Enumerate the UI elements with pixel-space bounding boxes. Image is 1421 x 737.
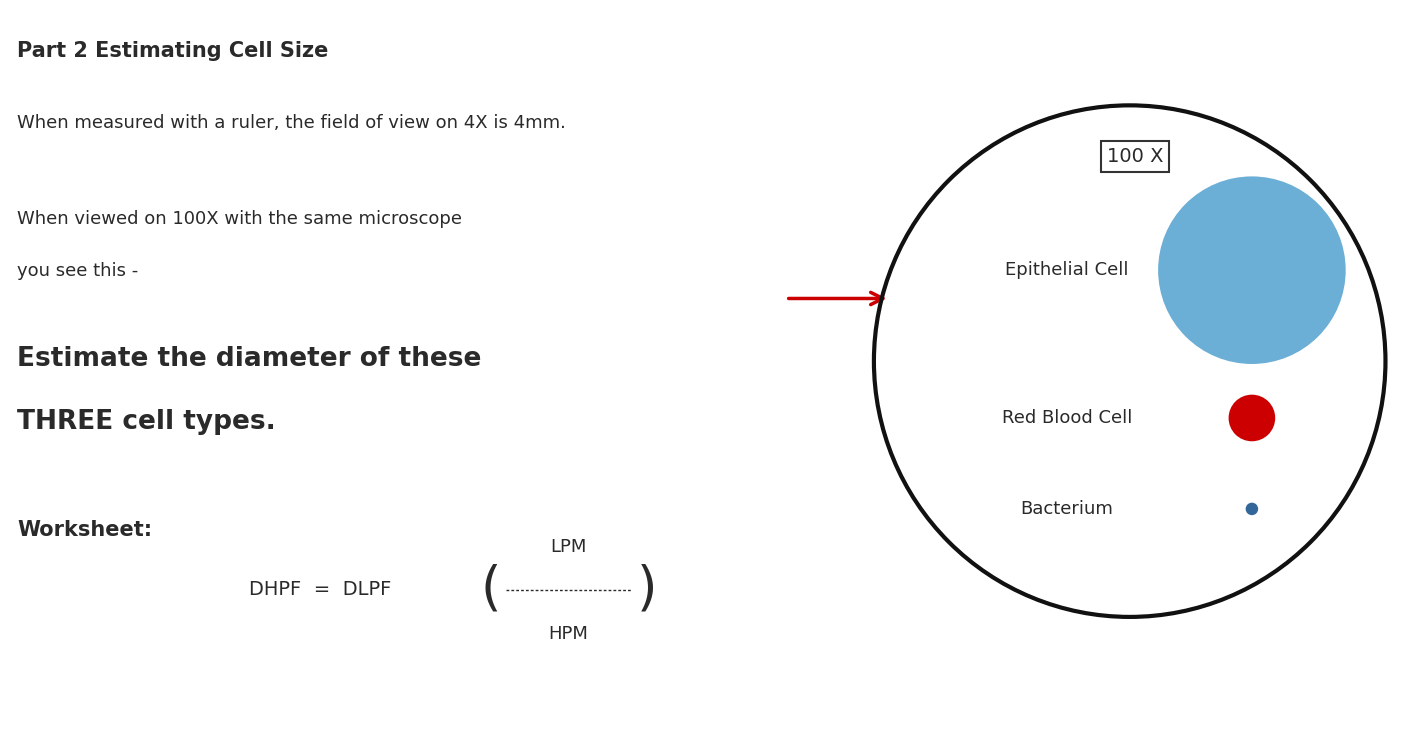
Text: Red Blood Cell: Red Blood Cell — [1002, 409, 1133, 427]
Text: THREE cell types.: THREE cell types. — [17, 409, 276, 435]
Text: When viewed on 100X with the same microscope: When viewed on 100X with the same micros… — [17, 210, 462, 228]
Text: Bacterium: Bacterium — [1020, 500, 1114, 518]
Text: Part 2 Estimating Cell Size: Part 2 Estimating Cell Size — [17, 41, 328, 60]
Text: HPM: HPM — [549, 625, 588, 643]
Text: 100 X: 100 X — [1107, 147, 1164, 166]
Circle shape — [1158, 176, 1346, 364]
Circle shape — [1229, 395, 1275, 441]
Text: Worksheet:: Worksheet: — [17, 520, 152, 539]
Text: DHPF  =  DLPF: DHPF = DLPF — [249, 580, 391, 599]
Text: you see this -: you see this - — [17, 262, 138, 279]
Text: Estimate the diameter of these: Estimate the diameter of these — [17, 346, 482, 372]
Text: When measured with a ruler, the field of view on 4X is 4mm.: When measured with a ruler, the field of… — [17, 114, 566, 132]
Circle shape — [1246, 503, 1258, 515]
Text: Epithelial Cell: Epithelial Cell — [1006, 261, 1128, 279]
Text: ): ) — [637, 564, 657, 615]
Text: LPM: LPM — [550, 538, 587, 556]
Text: (: ( — [480, 564, 500, 615]
